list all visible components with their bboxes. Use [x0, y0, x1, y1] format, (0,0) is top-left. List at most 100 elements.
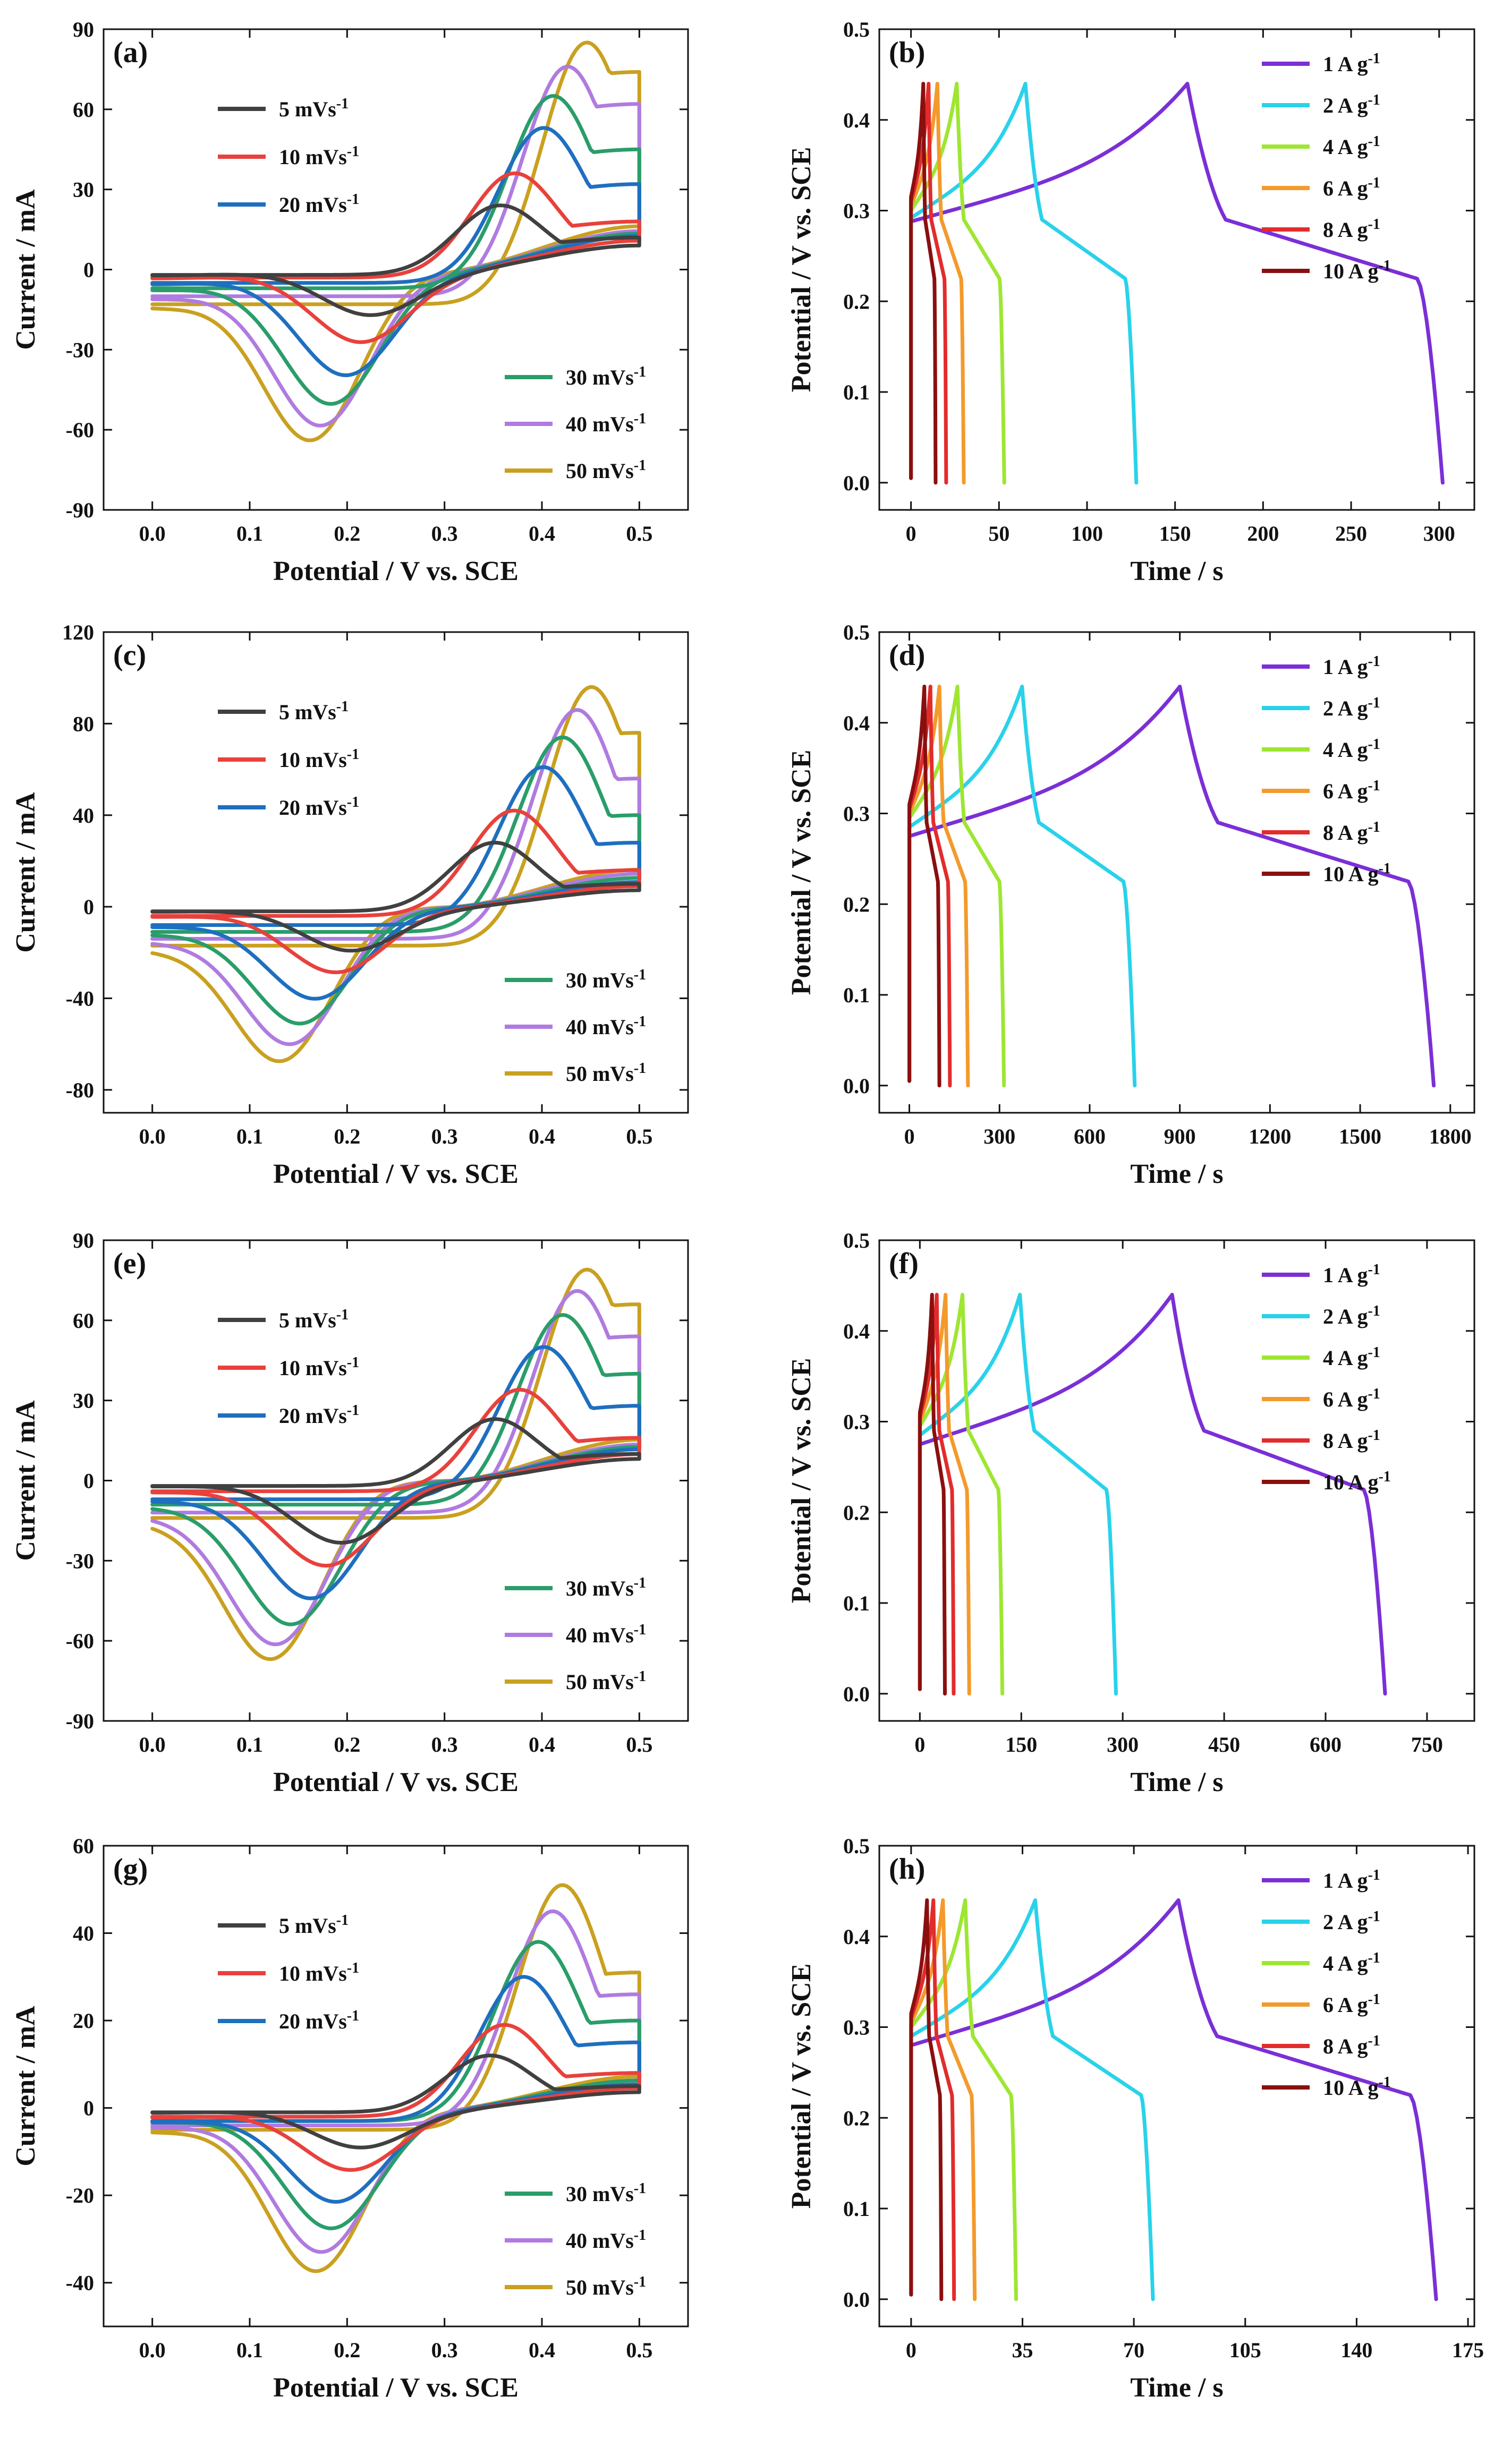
legend-entry: 10 A g-1 — [1323, 1469, 1391, 1495]
x-tick-label: 0.0 — [139, 2338, 166, 2362]
x-tick-label: 0.1 — [236, 1733, 263, 1757]
legend-upper: 5 mVs-1 10 mVs-1 20 mVs-1 — [218, 96, 359, 217]
x-tick-label: 450 — [1208, 1733, 1240, 1757]
series-line-10-a-g-1 — [909, 82, 938, 485]
legend-entry: 1 A g-1 — [1323, 50, 1380, 76]
plot-frame — [878, 1239, 1475, 1722]
x-tick-label: 150 — [1005, 1733, 1037, 1757]
plot-frame — [878, 1845, 1475, 2327]
y-tick-label: 0 — [83, 1469, 94, 1493]
y-tick-label: 0.1 — [843, 2197, 870, 2221]
legend-entry: 50 mVs-1 — [566, 2274, 646, 2300]
chart-panel-f: 0 150 300 450 600 750 0.0 0.1 0.2 0.3 0.4 0.5 Time /… — [786, 1229, 1475, 1797]
x-tick-label: 0.0 — [139, 1733, 166, 1757]
y-tick-label: -30 — [66, 1549, 94, 1573]
series-group — [918, 1293, 1387, 1696]
legend-entry: 30 mVs-1 — [566, 967, 646, 993]
x-tick-label: 70 — [1123, 2338, 1144, 2362]
y-tick-label: 20 — [73, 2009, 94, 2033]
y-tick-label: -60 — [66, 1629, 94, 1653]
y-tick-label: -40 — [66, 987, 94, 1011]
x-tick-label: 0.5 — [626, 1733, 652, 1757]
series-line-10-mvs-1 — [150, 2023, 641, 2172]
chart-panel-e: 0.0 0.1 0.2 0.3 0.4 0.5 -90 -60 -30 0 30 60 90 Potent… — [11, 1229, 689, 1797]
x-tick-label: 0.5 — [626, 2338, 652, 2362]
x-tick-label: 0.4 — [529, 1124, 555, 1148]
x-tick-label: 0.2 — [334, 522, 360, 545]
legend-entry: 2 A g-1 — [1323, 1303, 1380, 1329]
series-line-10-a-g-1 — [907, 685, 941, 1088]
y-tick-label: 0 — [83, 2096, 94, 2120]
chart-panel-h: 0 35 70 105 140 175 0.0 0.1 0.2 0.3 0.4 0.5 Time / s… — [786, 1834, 1484, 2403]
legend-entry: 40 mVs-1 — [566, 411, 646, 437]
legend-entry: 6 A g-1 — [1323, 1386, 1380, 1412]
legend-entry: 4 A g-1 — [1323, 1950, 1380, 1976]
y-tick-label: 40 — [73, 804, 94, 828]
x-tick-label: 0.3 — [431, 2338, 458, 2362]
series-line-6-a-g-1 — [918, 1293, 971, 1696]
plot-frame — [878, 28, 1475, 511]
x-tick-label: 0.4 — [529, 2338, 555, 2362]
x-tick-label: 105 — [1229, 2338, 1261, 2362]
y-tick-label: 0.5 — [843, 1229, 870, 1252]
chart-panel-b: 0 50 100 150 200 250 300 0.0 0.1 0.2 0.3 0.4 0.5 Time… — [786, 18, 1475, 586]
y-tick-label: 60 — [73, 1309, 94, 1333]
y-tick-label: 0.4 — [843, 711, 870, 735]
panel-label: (e) — [113, 1247, 146, 1280]
panel-label: (d) — [889, 639, 925, 672]
x-tick-label: 600 — [1310, 1733, 1342, 1757]
plot-frame — [878, 631, 1475, 1114]
legend-entry: 30 mVs-1 — [566, 2180, 646, 2206]
legend-entry: 10 mVs-1 — [279, 746, 359, 772]
y-tick-label: 0 — [83, 895, 94, 919]
series-line-5-mvs-1 — [150, 1417, 641, 1545]
legend-entry: 8 A g-1 — [1323, 2033, 1380, 2059]
x-axis-label: Potential / V vs. SCE — [273, 556, 519, 586]
x-tick-label: 0.5 — [626, 522, 652, 545]
y-tick-label: 120 — [62, 620, 94, 644]
y-tick-label: 0.0 — [843, 471, 870, 495]
panel-label: (f) — [889, 1247, 919, 1280]
legend-entry: 1 A g-1 — [1323, 653, 1380, 679]
y-tick-label: 0.1 — [843, 1591, 870, 1615]
y-tick-label: 0.2 — [843, 1500, 870, 1524]
legend-entry: 50 mVs-1 — [566, 457, 646, 483]
legend-entry: 5 mVs-1 — [279, 1912, 349, 1938]
x-tick-label: 100 — [1071, 522, 1103, 545]
y-tick-label: 0.2 — [843, 892, 870, 916]
y-tick-label: -30 — [66, 338, 94, 362]
y-tick-label: 60 — [73, 1834, 94, 1858]
series-line-5-mvs-1 — [150, 203, 641, 317]
y-tick-label: 0.0 — [843, 1074, 870, 1098]
x-tick-label: 300 — [1107, 1733, 1139, 1757]
y-tick-label: 0.5 — [843, 18, 870, 41]
y-tick-label: 0.2 — [843, 2106, 870, 2130]
legend-entry: 4 A g-1 — [1323, 1344, 1380, 1370]
series-line-6-a-g-1 — [909, 1898, 977, 2301]
series-line-1-a-g-1 — [907, 685, 1436, 1088]
x-tick-label: 0 — [906, 2338, 916, 2362]
plot-frame — [103, 1845, 689, 2327]
panel-label: (g) — [113, 1853, 148, 1886]
x-axis-label: Time / s — [1130, 1159, 1223, 1189]
legend-entry: 50 mVs-1 — [566, 1668, 646, 1694]
panel-label: (h) — [889, 1853, 925, 1886]
series-line-5-mvs-1 — [150, 2053, 641, 2150]
x-tick-label: 200 — [1247, 522, 1279, 545]
x-tick-label: 50 — [988, 522, 1009, 545]
y-axis-label: Current / mA — [11, 2006, 41, 2167]
legend-entry: 4 A g-1 — [1323, 133, 1380, 159]
x-tick-label: 0.0 — [139, 522, 166, 545]
y-tick-label: -20 — [66, 2184, 94, 2207]
x-tick-label: 175 — [1452, 2338, 1484, 2362]
series-line-2-a-g-1 — [909, 1898, 1155, 2301]
x-tick-label: 0.5 — [626, 1124, 652, 1148]
x-tick-label: 0 — [906, 522, 916, 545]
x-tick-label: 0.2 — [334, 1733, 360, 1757]
series-line-1-a-g-1 — [909, 1898, 1438, 2301]
y-axis-label: Current / mA — [11, 792, 41, 953]
series-line-20-mvs-1 — [150, 1345, 641, 1600]
series-line-10-a-g-1 — [909, 1898, 944, 2301]
series-line-10-mvs-1 — [150, 1387, 641, 1568]
